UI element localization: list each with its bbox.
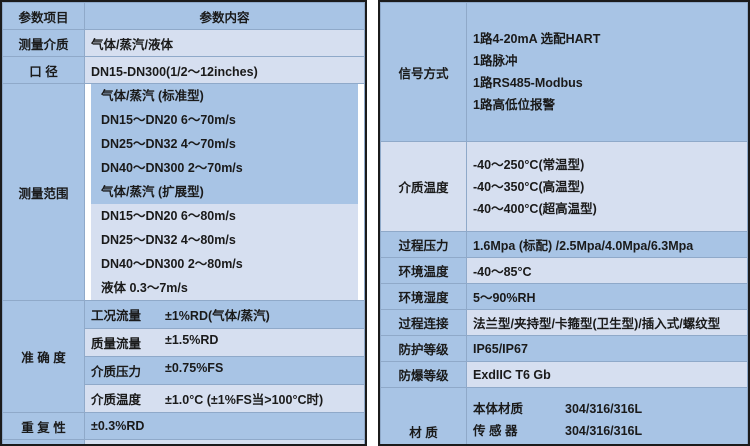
row-label-repeatability: 重 复 性	[2, 412, 85, 440]
table-row: 环境湿度 5～90%RH	[380, 283, 748, 310]
row-value-signal-type: 1路4-20mA 选配HART 1路脉冲 1路RS485-Modbus 1路高低…	[466, 2, 748, 142]
row-value-ambient-humidity: 5～90%RH	[466, 283, 748, 310]
accuracy-key-mass-flow: 质量流量	[91, 337, 142, 351]
measuring-range-extended-title: 气体/蒸汽 (扩展型)	[101, 185, 204, 199]
material-key-body: 本体材质	[473, 402, 524, 416]
row-label-measuring-range: 测量范围	[2, 83, 85, 301]
medium-temp-line-ultrahigh: -40～400°C(超高温型)	[473, 201, 597, 216]
accuracy-pair: 工况流量 ±1%RD(气体/蒸汽)	[91, 305, 358, 324]
medium-temp-line-normal: -40～250°C(常温型)	[473, 157, 585, 172]
row-label-process-pressure: 过程压力	[380, 231, 467, 258]
table-row: 过程压力 1.6Mpa (标配) /2.5Mpa/4.0Mpa/6.3Mpa	[380, 231, 748, 258]
right-spec-table-panel: 信号方式 1路4-20mA 选配HART 1路脉冲 1路RS485-Modbus…	[378, 0, 750, 446]
right-spec-table: 信号方式 1路4-20mA 选配HART 1路脉冲 1路RS485-Modbus…	[380, 2, 748, 444]
signal-line-rs485: 1路RS485-Modbus	[473, 76, 583, 90]
table-row: 口 径 DN15-DN300(1/2～12inches)	[2, 56, 365, 84]
accuracy-value-medium-temperature: ±1.0°C (±1%FS当>100°C时)	[165, 393, 324, 407]
table-row-accuracy: 质量流量 ±1.5%RD	[3, 328, 365, 357]
signal-line-alarm: 1路高低位报警	[473, 98, 555, 112]
row-value-caliber: DN15-DN300(1/2～12inches)	[84, 56, 365, 84]
row-value-ambient-temperature: -40～85°C	[466, 257, 748, 284]
accuracy-pair: 介质温度 ±1.0°C (±1%FS当>100°C时)	[91, 389, 358, 408]
row-value-process-connection: 法兰型/夹持型/卡箍型(卫生型)/插入式/螺纹型	[466, 309, 748, 336]
table-row-medium-temperature: 介质温度 -40～250°C(常温型) -40～350°C(高温型) -40～4…	[380, 141, 748, 232]
table-row-accuracy: 介质温度 ±1.0°C (±1%FS当>100°C时)	[3, 384, 365, 413]
measuring-range-standard-group: 气体/蒸汽 (标准型) DN15～DN20 6～70m/s DN25～DN32 …	[91, 84, 358, 204]
row-label-ambient-humidity: 环境湿度	[380, 283, 467, 310]
row-label-medium-temperature: 介质温度	[380, 141, 467, 232]
row-value-power-supply: 24V DC、3.6V锂电池	[84, 439, 365, 444]
accuracy-pair: 介质压力 ±0.75%FS	[91, 361, 358, 380]
measuring-range-standard-line: DN25～DN32 4～70m/s	[101, 137, 236, 151]
table-row: 测量介质 气体/蒸汽/液体	[2, 29, 365, 57]
measuring-range-extended-group: DN15～DN20 6～80m/s DN25～DN32 4～80m/s DN40…	[91, 204, 358, 300]
accuracy-row-medium-pressure: 介质压力 ±0.75%FS	[84, 356, 365, 385]
accuracy-key-working-flow: 工况流量	[91, 309, 142, 323]
material-item-housing: 仪表壳体 铝	[473, 442, 741, 444]
measuring-range-extended-line: DN40～DN300 2～80m/s	[101, 257, 243, 271]
row-label-ambient-temperature: 环境温度	[380, 257, 467, 284]
measuring-range-standard-title: 气体/蒸汽 (标准型)	[101, 89, 204, 103]
accuracy-value-mass-flow: ±1.5%RD	[165, 333, 219, 347]
row-value-process-pressure: 1.6Mpa (标配) /2.5Mpa/4.0Mpa/6.3Mpa	[466, 231, 748, 258]
accuracy-row-medium-temperature: 介质温度 ±1.0°C (±1%FS当>100°C时)	[84, 384, 365, 413]
row-label-accuracy: 准 确 度	[2, 300, 85, 413]
medium-temp-line-high: -40～350°C(高温型)	[473, 179, 585, 194]
table-row-signal-type: 信号方式 1路4-20mA 选配HART 1路脉冲 1路RS485-Modbus…	[380, 2, 748, 142]
row-value-measuring-medium: 气体/蒸汽/液体	[84, 29, 365, 57]
measuring-range-liquid-line: 液体 0.3～7m/s	[101, 281, 188, 295]
material-key-housing: 仪表壳体	[473, 442, 565, 444]
row-value-repeatability: ±0.3%RD	[84, 412, 365, 440]
material-value-housing: 铝	[565, 442, 741, 444]
signal-line-analog: 1路4-20mA 选配HART	[473, 32, 601, 46]
accuracy-row-mass-flow: 质量流量 ±1.5%RD	[84, 328, 365, 357]
accuracy-pair: 质量流量 ±1.5%RD	[91, 333, 358, 352]
table-row: 防护等级 IP65/IP67	[380, 335, 748, 362]
row-label-measuring-medium: 测量介质	[2, 29, 85, 57]
table-row-measuring-range: 测量范围 气体/蒸汽 (标准型) DN15～DN20 6～70m/s DN25～…	[2, 83, 365, 301]
table-row: 电 源 24V DC、3.6V锂电池	[2, 439, 365, 444]
table-row: 防爆等级 ExdIIC T6 Gb	[380, 361, 748, 388]
material-item-body: 本体材质 304/316/316L	[473, 398, 741, 420]
row-label-signal-type: 信号方式	[380, 2, 467, 142]
accuracy-row-working-flow: 工况流量 ±1%RD(气体/蒸汽)	[84, 300, 365, 329]
left-spec-table-panel: 参数项目 参数内容 测量介质 气体/蒸汽/液体 口 径 DN15-DN300(1…	[0, 0, 367, 446]
left-spec-table: 参数项目 参数内容 测量介质 气体/蒸汽/液体 口 径 DN15-DN300(1…	[2, 2, 365, 444]
table-row: 重 复 性 ±0.3%RD	[2, 412, 365, 440]
header-cell-parameter-content: 参数内容	[84, 2, 365, 30]
accuracy-key-medium-temperature: 介质温度	[91, 393, 142, 407]
material-key-sensor: 传 感 器	[473, 424, 518, 438]
material-value-body: 304/316/316L	[565, 402, 643, 416]
signal-line-pulse: 1路脉冲	[473, 54, 518, 68]
measuring-range-extended-line: DN15～DN20 6～80m/s	[101, 209, 236, 223]
measuring-range-extended-line: DN25～DN32 4～80m/s	[101, 233, 236, 247]
table-row-accuracy: 介质压力 ±0.75%FS	[3, 356, 365, 385]
row-value-medium-temperature: -40～250°C(常温型) -40～350°C(高温型) -40～400°C(…	[466, 141, 748, 232]
accuracy-key-medium-pressure: 介质压力	[91, 365, 142, 379]
table-header-row: 参数项目 参数内容	[2, 2, 365, 30]
row-value-protection-level: IP65/IP67	[466, 335, 748, 362]
row-value-explosion-proof-level: ExdIIC T6 Gb	[466, 361, 748, 388]
measuring-range-standard-line: DN40～DN300 2～70m/s	[101, 161, 243, 175]
row-label-process-connection: 过程连接	[380, 309, 467, 336]
accuracy-value-working-flow: ±1%RD(气体/蒸汽)	[165, 309, 270, 323]
accuracy-value-medium-pressure: ±0.75%FS	[165, 361, 224, 375]
row-label-material: 材 质	[380, 387, 467, 444]
measuring-range-standard-line: DN15～DN20 6～70m/s	[101, 113, 236, 127]
row-value-measuring-range: 气体/蒸汽 (标准型) DN15～DN20 6～70m/s DN25～DN32 …	[84, 83, 365, 301]
row-value-material: 本体材质 304/316/316L 传 感 器 304/316/316L 仪表壳…	[466, 387, 748, 444]
row-label-protection-level: 防护等级	[380, 335, 467, 362]
row-label-explosion-proof-level: 防爆等级	[380, 361, 467, 388]
table-row-material: 材 质 本体材质 304/316/316L 传 感 器 304/316/316L…	[380, 387, 748, 444]
row-label-power-supply: 电 源	[2, 439, 85, 444]
header-cell-parameter-item: 参数项目	[2, 2, 85, 30]
material-value-sensor: 304/316/316L	[565, 424, 643, 438]
table-row: 过程连接 法兰型/夹持型/卡箍型(卫生型)/插入式/螺纹型	[380, 309, 748, 336]
table-row-accuracy: 准 确 度 工况流量 ±1%RD(气体/蒸汽)	[2, 300, 365, 413]
material-item-sensor: 传 感 器 304/316/316L	[473, 420, 741, 442]
row-label-caliber: 口 径	[2, 56, 85, 84]
table-row: 环境温度 -40～85°C	[380, 257, 748, 284]
